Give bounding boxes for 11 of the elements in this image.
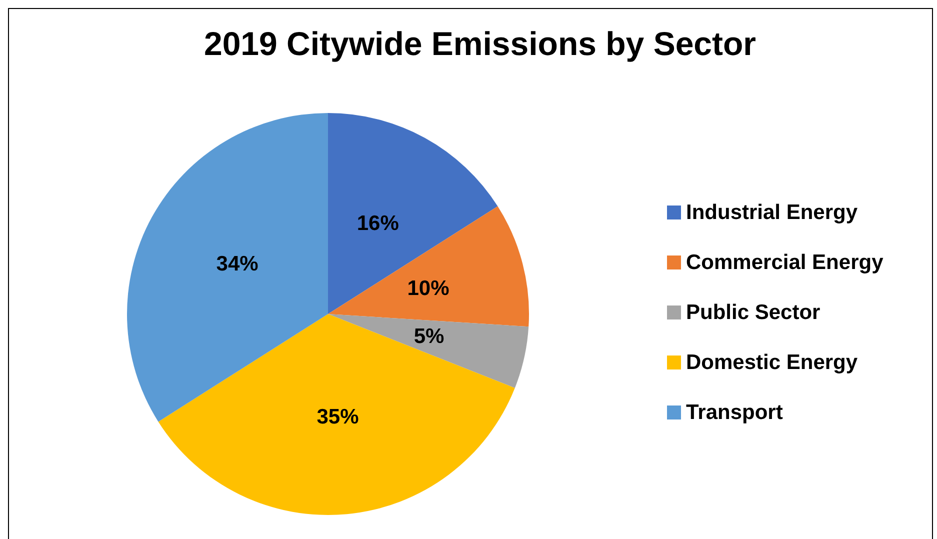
data-label: 34%: [216, 252, 259, 276]
chart-title: 2019 Citywide Emissions by Sector: [204, 25, 756, 62]
data-label: 16%: [356, 212, 400, 235]
legend-label: Public Sector: [686, 301, 820, 324]
legend-label: Industrial Energy: [686, 201, 858, 224]
data-label: 5%: [414, 325, 445, 348]
data-label: 35%: [316, 406, 360, 429]
legend-label: Domestic Energy: [686, 351, 858, 374]
legend-label: Transport: [686, 401, 783, 424]
data-label: 10%: [407, 276, 450, 300]
legend-label: Commercial Energy: [686, 251, 884, 274]
